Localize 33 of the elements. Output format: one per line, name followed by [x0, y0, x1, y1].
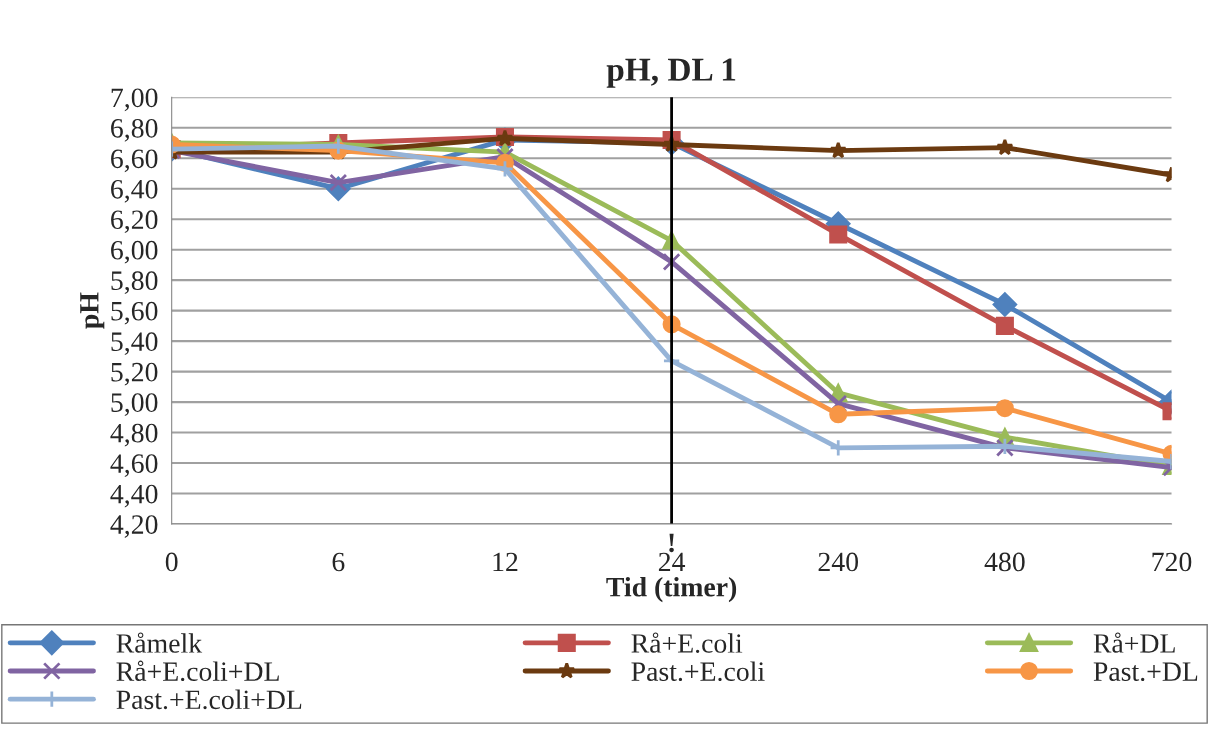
y-tick-label: 5,00 [111, 393, 158, 416]
y-tick-label: 5,40 [111, 332, 158, 356]
legend-label: Råmelk [116, 632, 203, 653]
legend-label: Past.+E.coli+DL [116, 689, 302, 710]
x-tick-label: 720 [1152, 552, 1192, 572]
ref-line-label: ! [669, 533, 674, 553]
x-tick-label: 6 [332, 552, 345, 572]
y-tick-label: 4,80 [110, 423, 158, 447]
y-tick-label: 5,60 [111, 301, 158, 325]
y-tick-label: 7,00 [111, 88, 158, 112]
legend-label: Past.+DL [1093, 662, 1198, 682]
y-tick-label: 5,20 [111, 362, 158, 386]
y-tick-label: 4,20 [110, 515, 158, 538]
y-tick-label: 6,80 [111, 118, 158, 142]
legend-label: Rå+E.coli+DL [116, 660, 279, 682]
x-tick-label: 480 [984, 552, 1025, 572]
legend-label: Rå+DL [1093, 632, 1175, 653]
y-tick-label: 5,80 [111, 271, 158, 295]
x-tick-label: 24 [658, 552, 686, 572]
y-tick-label: 6,00 [111, 240, 158, 264]
x-tick-label: 240 [818, 552, 859, 572]
y-tick-label: 4,60 [110, 454, 158, 477]
x-tick-label: 0 [165, 552, 178, 572]
y-tick-label: 4,40 [110, 484, 158, 508]
legend-label: Rå+E.coli [631, 632, 743, 653]
y-tick-label: 6,60 [111, 149, 158, 173]
x-tick-label: 12 [493, 552, 518, 572]
chart-title: pH, DL 1 [606, 58, 736, 88]
y-axis-title: pH [80, 292, 105, 329]
y-tick-label: 6,40 [111, 179, 158, 203]
y-tick-label: 6,20 [111, 210, 158, 234]
x-axis-title: Tid (timer) [606, 576, 737, 603]
legend-label: Past.+E.coli [631, 661, 765, 682]
